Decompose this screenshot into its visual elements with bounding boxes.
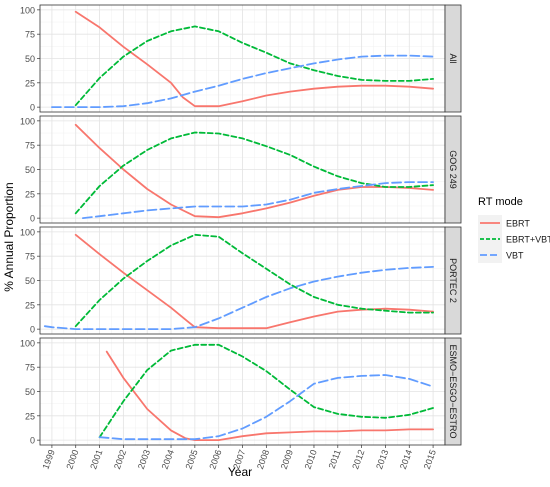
x-tick-label: 1999 bbox=[41, 448, 57, 470]
x-axis-title: Year bbox=[228, 465, 252, 479]
y-axis-title: % Annual Proportion bbox=[2, 182, 16, 291]
facet-strip-label: All bbox=[448, 53, 458, 63]
x-tick-label: 2004 bbox=[160, 448, 176, 470]
facet-strip bbox=[444, 4, 462, 113]
y-tick-label: 0 bbox=[30, 214, 35, 224]
y-tick-label: 75 bbox=[25, 141, 35, 151]
panel-0: 0 25 50 75 100 All bbox=[20, 4, 462, 113]
y-tick-label: 75 bbox=[25, 252, 35, 262]
series-line-vbt bbox=[82, 181, 434, 219]
x-tick-label: 2009 bbox=[279, 448, 295, 470]
facet-strip-label: ESMO−ESGO−ESTRO bbox=[448, 344, 458, 438]
series-line-ebrt-vbt bbox=[74, 25, 434, 107]
y-tick-label: 50 bbox=[25, 54, 35, 64]
series-line-ebrt-vbt bbox=[74, 233, 434, 328]
y-tick-label: 100 bbox=[20, 116, 35, 126]
x-tick-label: 2013 bbox=[374, 448, 390, 470]
x-tick-label: 2000 bbox=[64, 448, 80, 470]
x-tick-label: 2011 bbox=[327, 448, 343, 470]
y-tick-label: 100 bbox=[20, 227, 35, 237]
facet-strip-label: GOG 249 bbox=[448, 150, 458, 189]
x-tick-label: 2003 bbox=[136, 448, 152, 470]
legend-label: VBT bbox=[506, 251, 524, 261]
series-line-ebrt-vbt bbox=[74, 131, 434, 215]
x-tick-label: 2014 bbox=[398, 448, 414, 470]
y-tick-label: 25 bbox=[25, 411, 35, 421]
panel-3: 0 25 50 75 100 ESMO−ESGO−ESTRO bbox=[20, 337, 462, 446]
x-tick-label: 2001 bbox=[88, 448, 104, 470]
y-tick-label: 25 bbox=[25, 189, 35, 199]
panel-1: 0 25 50 75 100 GOG 249 bbox=[20, 115, 462, 224]
x-tick-label: 2002 bbox=[112, 448, 128, 470]
y-tick-label: 75 bbox=[25, 363, 35, 373]
series-line-ebrt bbox=[74, 123, 434, 219]
y-tick-label: 100 bbox=[20, 5, 35, 15]
series-line-ebrt bbox=[74, 10, 434, 108]
x-tick-label: 2005 bbox=[183, 448, 199, 470]
facet-strip bbox=[444, 337, 462, 446]
y-tick-label: 50 bbox=[25, 387, 35, 397]
x-tick-label: 2015 bbox=[422, 448, 438, 470]
x-tick-label: 2012 bbox=[350, 448, 366, 470]
x-tick-label: 2008 bbox=[255, 448, 271, 470]
facet-strip bbox=[444, 115, 462, 224]
legend-label: EBRT bbox=[506, 219, 530, 229]
series-line-ebrt bbox=[105, 350, 434, 441]
y-tick-label: 25 bbox=[25, 300, 35, 310]
series-line-vbt bbox=[43, 266, 434, 330]
x-tick-label: 2006 bbox=[207, 448, 223, 470]
y-tick-label: 100 bbox=[20, 338, 35, 348]
facet-strip-label: PORTEC 2 bbox=[448, 258, 458, 303]
y-tick-label: 0 bbox=[30, 103, 35, 113]
y-tick-label: 0 bbox=[30, 325, 35, 335]
y-tick-label: 50 bbox=[25, 276, 35, 286]
x-tick-label: 2010 bbox=[303, 448, 319, 470]
series-line-vbt bbox=[98, 374, 434, 441]
legend-label: EBRT+VBT bbox=[506, 235, 550, 245]
y-tick-label: 25 bbox=[25, 78, 35, 88]
facet-strip bbox=[444, 226, 462, 335]
y-tick-label: 0 bbox=[30, 436, 35, 446]
legend: RT mode EBRT EBRT+VBT VBT bbox=[478, 196, 550, 263]
panel-2: 0 25 50 75 100 PORTEC 2 bbox=[20, 226, 462, 335]
y-tick-label: 50 bbox=[25, 165, 35, 175]
legend-title: RT mode bbox=[478, 196, 523, 208]
y-tick-label: 75 bbox=[25, 30, 35, 40]
series-line-ebrt-vbt bbox=[98, 343, 434, 439]
